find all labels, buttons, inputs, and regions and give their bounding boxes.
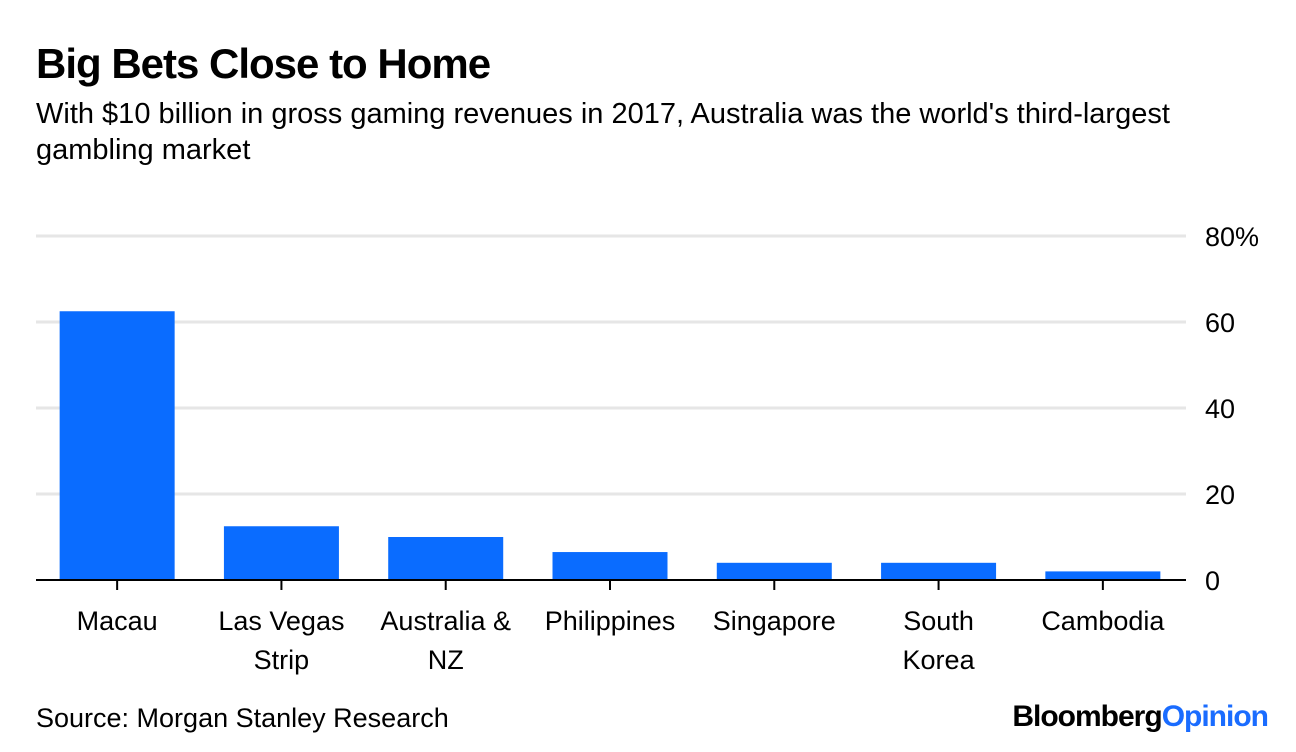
brand-logo: BloombergOpinion — [1012, 700, 1269, 734]
y-tick-label: 0 — [1205, 566, 1220, 596]
brand-bloomberg: Bloomberg — [1012, 700, 1162, 733]
bar — [1045, 571, 1161, 580]
source-note: Source: Morgan Stanley Research — [36, 703, 449, 733]
y-tick-label: 40 — [1205, 394, 1235, 424]
x-category-label: Strip — [254, 645, 310, 675]
x-category-label: Cambodia — [1041, 606, 1165, 636]
brand-opinion: Opinion — [1161, 700, 1269, 733]
x-category-label: NZ — [428, 645, 464, 675]
x-category-label: Macau — [77, 606, 158, 636]
x-category-label: Australia & — [380, 606, 511, 636]
x-category-label: Korea — [903, 645, 976, 675]
chart-subtitle: With $10 billion in gross gaming revenue… — [36, 98, 1170, 166]
x-category-label: Las Vegas — [218, 606, 344, 636]
x-category-label: Singapore — [713, 606, 836, 636]
bar — [552, 552, 668, 580]
y-tick-label: 60 — [1205, 308, 1235, 338]
bar — [59, 311, 175, 580]
bar — [881, 562, 997, 580]
y-tick-label: 20 — [1205, 480, 1235, 510]
x-category-label: South — [903, 606, 974, 636]
bar — [716, 562, 832, 580]
bar — [388, 537, 504, 580]
x-category-label: Philippines — [545, 606, 676, 636]
y-tick-label: 80% — [1205, 222, 1259, 252]
chart-title: Big Bets Close to Home — [36, 40, 491, 87]
bar — [223, 526, 339, 580]
